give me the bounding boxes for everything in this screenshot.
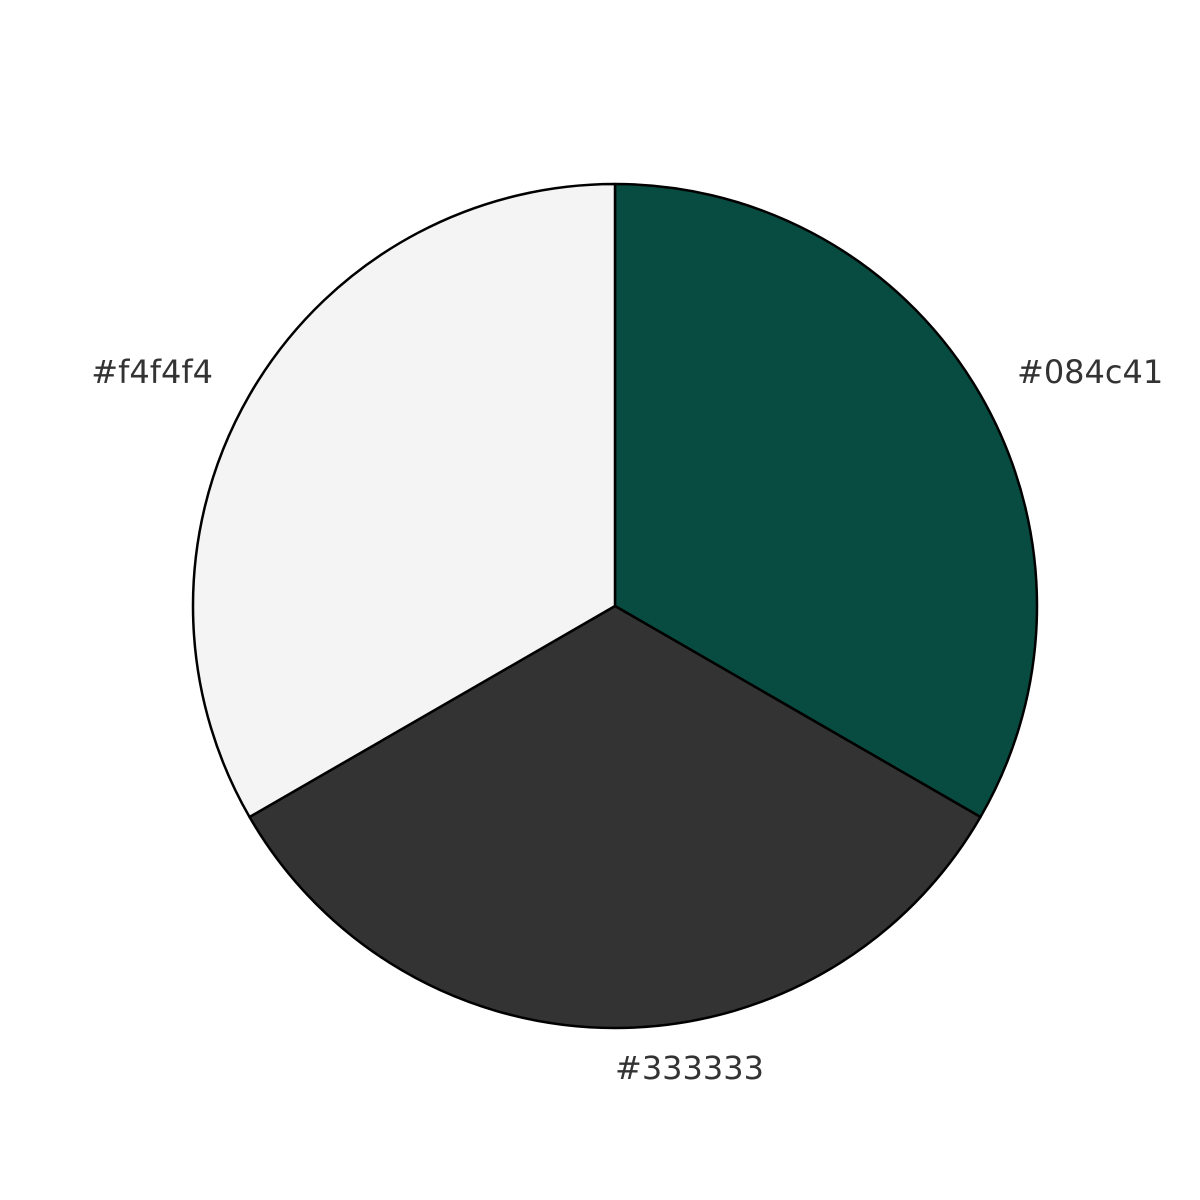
pie-slice [613, 182, 1039, 819]
slice-label: #f4f4f4 [91, 353, 213, 391]
pie-labels: #084c41 #333333 #f4f4f4 [91, 353, 1163, 1087]
slice-label: #333333 [615, 1049, 764, 1087]
pie-slices [191, 182, 1039, 1030]
pie-slice [191, 182, 617, 819]
slice-label: #084c41 [1017, 353, 1163, 391]
